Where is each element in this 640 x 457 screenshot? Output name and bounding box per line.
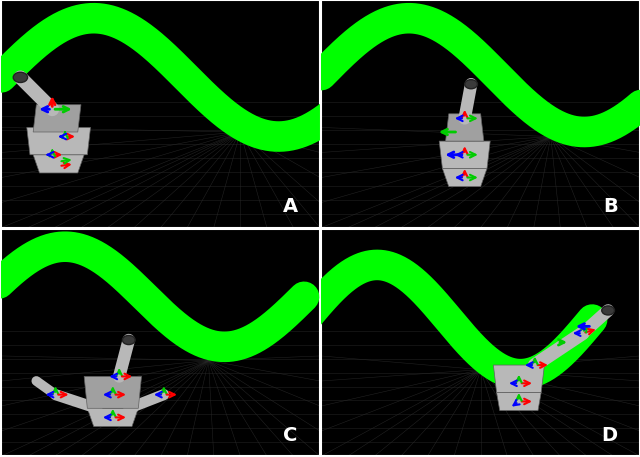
Ellipse shape: [602, 306, 614, 315]
Ellipse shape: [13, 72, 28, 83]
Polygon shape: [33, 105, 81, 132]
Text: D: D: [602, 426, 618, 445]
Polygon shape: [497, 393, 541, 410]
Text: B: B: [603, 197, 618, 216]
Polygon shape: [27, 128, 90, 155]
Text: A: A: [283, 197, 298, 216]
Polygon shape: [445, 114, 484, 141]
Ellipse shape: [122, 335, 135, 345]
Ellipse shape: [465, 80, 477, 89]
Polygon shape: [33, 155, 84, 173]
Polygon shape: [442, 169, 487, 186]
Polygon shape: [87, 408, 138, 426]
Polygon shape: [84, 377, 141, 408]
Text: C: C: [284, 426, 298, 445]
Polygon shape: [493, 365, 545, 393]
Polygon shape: [439, 141, 490, 169]
